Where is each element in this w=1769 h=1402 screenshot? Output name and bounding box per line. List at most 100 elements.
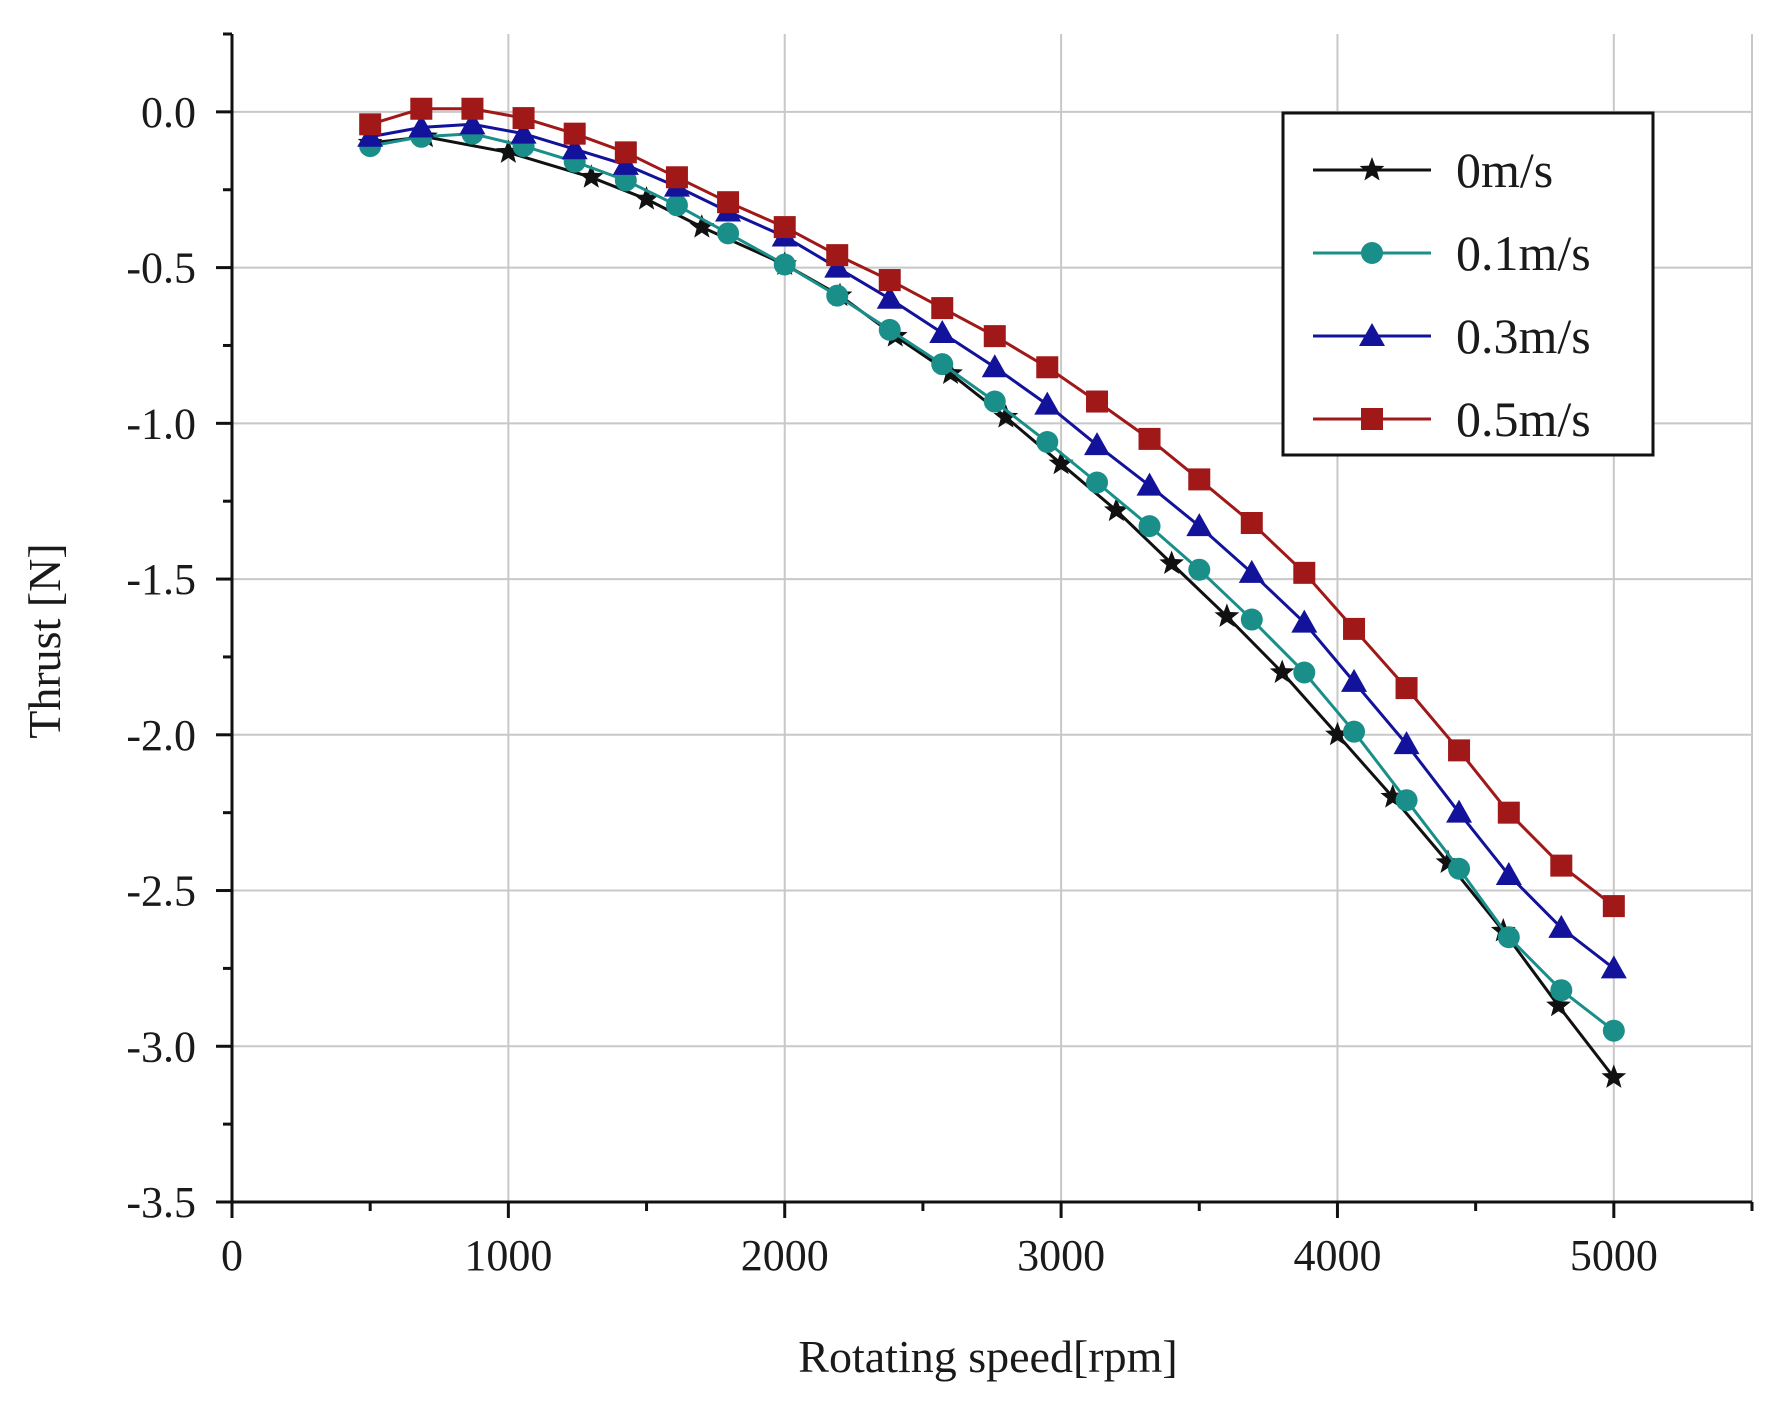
tick-labels: 0 1000 2000 3000 4000 5000 0.0 -0.5 -1.0 -1.5 -2.0… — [126, 88, 1657, 1280]
series-2-point-12 — [981, 354, 1008, 378]
series-2-point-2 — [459, 111, 486, 135]
series-1-point-9 — [826, 284, 849, 307]
series-0-point-10 — [993, 404, 1019, 428]
series-0-point-12 — [1104, 497, 1129, 522]
series-0-point-3 — [578, 164, 604, 188]
series-0-point-4 — [634, 186, 659, 210]
series-2-point-1 — [408, 114, 435, 138]
series-3 — [359, 97, 1625, 918]
x-tick-label-0: 0 — [221, 1231, 243, 1280]
legend-marker-3 — [1361, 408, 1383, 430]
series-2-point-21 — [1446, 799, 1473, 823]
series-1-point-5 — [614, 169, 637, 192]
series-1-point-21 — [1448, 857, 1471, 880]
series-3-point-3 — [512, 107, 535, 130]
series-3-point-17 — [1240, 512, 1263, 535]
series-3-point-20 — [1395, 677, 1418, 700]
series-3-point-10 — [878, 269, 901, 292]
series-0-point-13 — [1159, 550, 1184, 574]
series-0-point-20 — [1546, 992, 1571, 1017]
series-2-point-4 — [561, 136, 588, 160]
series-3-point-11 — [931, 297, 954, 320]
legend-marker-1 — [1361, 242, 1383, 264]
series-3-point-24 — [1602, 895, 1625, 918]
series-1-point-24 — [1602, 1019, 1625, 1042]
x-tick-label-3: 3000 — [1017, 1231, 1105, 1280]
series-3-point-19 — [1343, 617, 1366, 640]
series-1-point-6 — [665, 194, 688, 217]
series-3-point-6 — [665, 166, 688, 189]
grid-lines — [232, 34, 1753, 1202]
series-1-point-16 — [1188, 558, 1211, 581]
y-tick-label-6: -3.0 — [126, 1022, 196, 1071]
series-1-point-12 — [983, 390, 1006, 413]
x-axis-label: Rotating speed[rpm] — [798, 1331, 1177, 1382]
series-2-point-23 — [1548, 914, 1575, 938]
axes — [230, 34, 1752, 1204]
series-3-point-16 — [1188, 468, 1211, 491]
series-3-point-15 — [1138, 427, 1161, 450]
series-2-point-19 — [1341, 668, 1368, 692]
series-2-point-14 — [1084, 432, 1111, 456]
series-1-point-11 — [931, 353, 954, 376]
series-0-point-5 — [689, 214, 715, 238]
series-1-point-10 — [878, 318, 901, 341]
series-3-point-23 — [1550, 854, 1573, 877]
tick-marks — [216, 32, 1754, 1218]
series-0-point-18 — [1435, 849, 1461, 873]
series-3-point-14 — [1086, 390, 1109, 413]
series-3-point-22 — [1497, 801, 1520, 824]
x-tick-label-4: 4000 — [1293, 1231, 1381, 1280]
legend-label-2: 0.3m/s — [1456, 308, 1591, 364]
series-3-point-1 — [410, 97, 433, 120]
y-tick-label-1: -0.5 — [126, 244, 196, 293]
series-1-point-20 — [1395, 789, 1418, 812]
x-tick-label-5: 5000 — [1570, 1231, 1658, 1280]
series-2-point-17 — [1238, 559, 1265, 583]
series-3-point-21 — [1448, 739, 1471, 762]
series-3-point-9 — [826, 244, 849, 267]
series-0-point-9 — [938, 360, 963, 384]
series-1-point-14 — [1086, 471, 1109, 494]
series-0-point-17 — [1380, 784, 1406, 808]
series-0-point-11 — [1048, 450, 1074, 475]
series-2-point-10 — [876, 285, 903, 309]
series-3-point-7 — [717, 191, 740, 214]
series-1-point-19 — [1343, 720, 1366, 743]
y-tick-label-7: -3.5 — [126, 1178, 196, 1227]
y-axis-label: Thrust [N] — [19, 543, 70, 738]
series-1-point-18 — [1293, 661, 1316, 684]
series-2-point-18 — [1291, 609, 1318, 633]
series-1-point-22 — [1497, 926, 1520, 949]
y-tick-label-3: -1.5 — [126, 555, 196, 604]
legend-label-1: 0.1m/s — [1456, 225, 1591, 281]
x-tick-label-1: 1000 — [464, 1231, 552, 1280]
legend-marker-2 — [1359, 323, 1385, 346]
data-series — [357, 97, 1627, 1088]
series-2-point-24 — [1600, 955, 1627, 979]
series-1-point-8 — [773, 253, 796, 276]
series-1-point-7 — [717, 222, 740, 245]
series-3-point-0 — [359, 113, 382, 136]
legend-label-3: 0.5m/s — [1456, 391, 1591, 447]
legend-label-0: 0m/s — [1456, 142, 1553, 198]
series-0-point-14 — [1214, 603, 1240, 627]
series-2-point-15 — [1136, 472, 1163, 496]
series-2-point-11 — [929, 320, 956, 344]
legend: 0m/s 0.1m/s 0.3m/s 0.5m/s — [1281, 111, 1655, 457]
series-0-point-21 — [1601, 1064, 1627, 1088]
series-2-point-16 — [1186, 513, 1213, 537]
series-3-point-13 — [1036, 356, 1059, 379]
series-2-point-3 — [510, 120, 537, 144]
series-2-point-20 — [1393, 731, 1420, 755]
series-0-point-15 — [1269, 659, 1295, 683]
series-2-point-13 — [1034, 391, 1061, 415]
legend-marker-0 — [1359, 157, 1385, 181]
series-3-point-4 — [563, 122, 586, 145]
series-1-point-15 — [1138, 515, 1161, 538]
series-1-point-17 — [1240, 608, 1263, 631]
series-3-point-2 — [461, 97, 484, 120]
series-1-point-13 — [1036, 431, 1059, 454]
y-tick-label-2: -1.0 — [126, 399, 196, 448]
